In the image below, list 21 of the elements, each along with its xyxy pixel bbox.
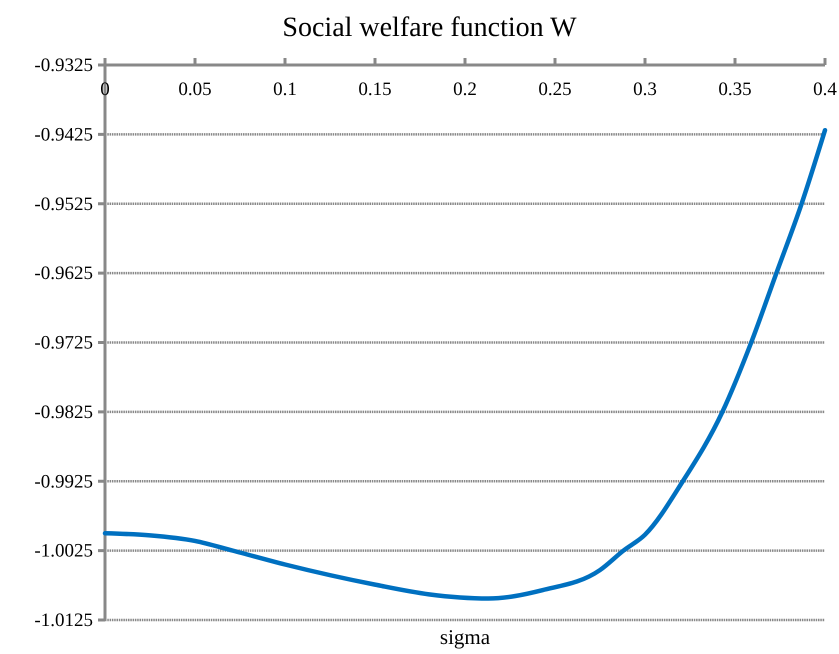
x-tick-label: 0.05 [178,79,212,100]
y-tick-label: -0.9525 [34,194,93,215]
y-tick-label: -0.9825 [34,402,93,423]
x-tick-label: 0.15 [358,79,392,100]
line-series [102,128,828,601]
chart-title: Social welfare function W [282,12,578,43]
y-tick-label: -1.0125 [34,610,93,632]
x-tick-label: 0.3 [633,79,657,100]
y-tick-label: -0.9425 [34,124,93,146]
x-axis-title: sigma [440,625,491,649]
x-tick-label: 0 [100,79,110,100]
y-tick-label: -0.9625 [34,263,93,284]
x-tick-label: 0.25 [538,79,572,100]
y-tick-label: -0.9925 [34,471,93,492]
y-tick-label: -0.9725 [34,332,93,354]
x-tick-label: 0.1 [273,79,297,100]
y-tick-label: -1.0025 [34,540,93,562]
y-tick-label: -0.9325 [34,55,93,76]
x-tick-label: 0.4 [813,79,838,100]
x-tick-label: 0.35 [718,79,752,100]
x-tick-label: 0.2 [453,79,477,100]
